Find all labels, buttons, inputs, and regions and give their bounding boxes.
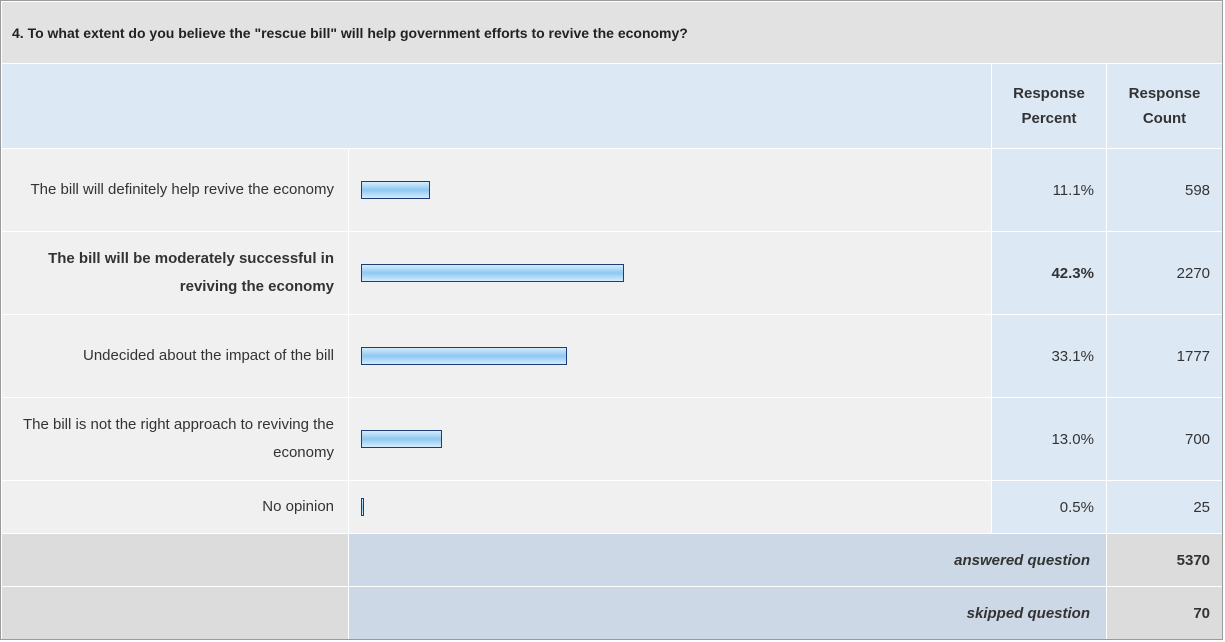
answer-label: Undecided about the impact of the bill — [1, 314, 349, 398]
summary-count: 5370 — [1105, 533, 1222, 587]
answer-row: No opinion 0.5% 25 — [1, 480, 1222, 534]
bar — [361, 498, 365, 516]
bar — [361, 347, 567, 365]
bar — [361, 264, 625, 282]
bar — [361, 430, 442, 448]
answer-label: The bill will definitely help revive the… — [1, 148, 349, 232]
bar — [361, 181, 431, 199]
summary-row: skipped question 70 — [1, 586, 1222, 639]
response-count: 700 — [1105, 397, 1222, 481]
answer-row: The bill will be moderately successful i… — [1, 231, 1222, 315]
question-title: 4. To what extent do you believe the "re… — [1, 1, 1222, 64]
response-count: 2270 — [1105, 231, 1222, 315]
response-percent: 42.3% — [991, 231, 1107, 315]
bar-cell — [348, 231, 992, 315]
count-header: Response Count — [1105, 63, 1222, 149]
response-count: 25 — [1105, 480, 1222, 534]
answer-row: The bill is not the right approach to re… — [1, 397, 1222, 481]
bar-cell — [348, 148, 992, 232]
answer-label: The bill will be moderately successful i… — [1, 231, 349, 315]
answer-row: Undecided about the impact of the bill 33… — [1, 314, 1222, 398]
bar-cell — [348, 480, 992, 534]
summary-count: 70 — [1105, 586, 1222, 639]
response-percent: 13.0% — [991, 397, 1107, 481]
summary-label: answered question — [348, 533, 1107, 587]
summary-row: answered question 5370 — [1, 533, 1222, 587]
bar-cell — [348, 397, 992, 481]
header-blank — [1, 63, 992, 149]
response-percent: 33.1% — [991, 314, 1107, 398]
percent-header: Response Percent — [991, 63, 1107, 149]
response-count: 1777 — [1105, 314, 1222, 398]
answer-label: The bill is not the right approach to re… — [1, 397, 349, 481]
bar-cell — [348, 314, 992, 398]
summary-label: skipped question — [348, 586, 1107, 639]
answer-row: The bill will definitely help revive the… — [1, 148, 1222, 232]
answer-label: No opinion — [1, 480, 349, 534]
response-percent: 0.5% — [991, 480, 1107, 534]
response-percent: 11.1% — [991, 148, 1107, 232]
summary-blank — [1, 533, 349, 587]
response-count: 598 — [1105, 148, 1222, 232]
summary-blank — [1, 586, 349, 639]
